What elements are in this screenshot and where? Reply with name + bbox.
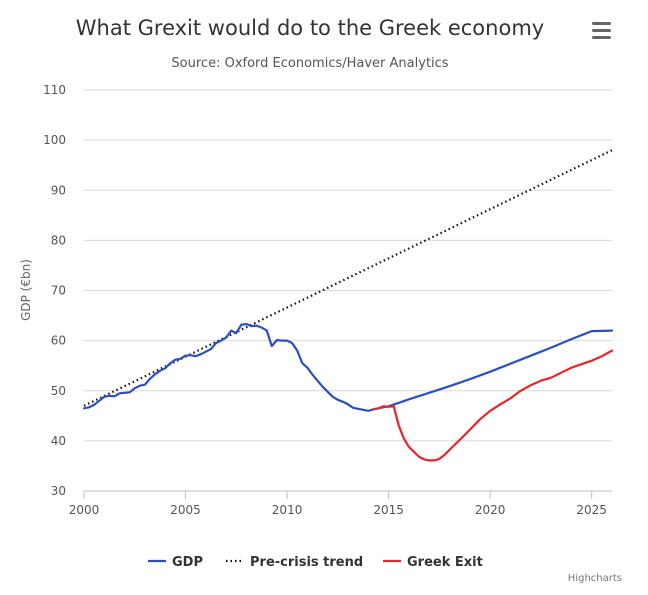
legend-label: GDP [172,555,203,570]
series-line-pre-crisis-trend[interactable] [83,149,613,407]
y-axis-ticks: 30 40 50 60 70 80 90 100 110 [43,83,66,498]
plot-series [82,149,614,462]
legend-label: Pre-crisis trend [250,555,363,570]
x-tick-label-2010: 2010 [272,503,303,517]
y-tick-label-30: 30 [51,484,66,498]
y-tick-label-90: 90 [51,183,66,197]
x-tick-label-2000: 2000 [69,503,100,517]
y-tick-label-40: 40 [51,434,66,448]
series-line-gdp[interactable] [82,323,614,412]
x-tick-label-2020: 2020 [475,503,506,517]
chart-title: What Grexit would do to the Greek econom… [76,16,544,40]
legend-label: Greek Exit [407,555,483,570]
series-line-greek-exit[interactable] [372,349,614,462]
chart-subtitle: Source: Oxford Economics/Haver Analytics [171,56,448,71]
x-tick-label-2025: 2025 [576,503,607,517]
y-tick-label-60: 60 [51,334,66,348]
legend-item-gdp[interactable]: GDP [148,555,203,570]
x-tick-label-2015: 2015 [373,503,404,517]
legend: GDP Pre-crisis trend Greek Exit [148,555,483,570]
y-axis-label: GDP (€bn) [19,259,33,321]
y-tick-label-70: 70 [51,284,66,298]
credits-link[interactable]: Highcharts [568,573,622,584]
x-axis-ticks: 2000 2005 2010 2015 2020 2025 [69,491,607,517]
legend-item-greek-exit[interactable]: Greek Exit [383,555,483,570]
y-tick-label-100: 100 [43,133,66,147]
hamburger-menu-icon[interactable] [588,18,612,42]
y-tick-label-80: 80 [51,233,66,247]
y-tick-label-50: 50 [51,384,66,398]
y-tick-label-110: 110 [43,83,66,97]
x-tick-label-2005: 2005 [170,503,201,517]
y-gridlines [84,89,612,492]
legend-item-pre-crisis-trend[interactable]: Pre-crisis trend [226,555,363,570]
